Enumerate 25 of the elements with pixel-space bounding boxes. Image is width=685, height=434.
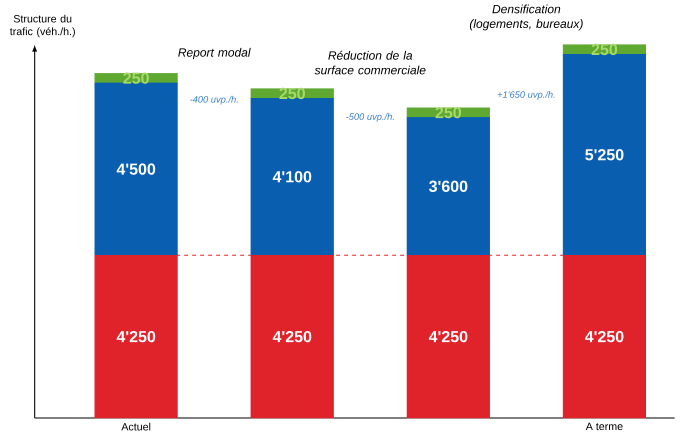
annotation: Report modal <box>178 48 251 60</box>
y-axis-title: Structure du trafic (véh./h.) <box>10 14 75 38</box>
annotation: -400 uvp./h. <box>190 96 238 105</box>
x-tick-label: A terme <box>586 422 623 430</box>
annotation: +1'650 uvp./h. <box>498 91 555 100</box>
data-label: 3'600 <box>429 180 468 192</box>
bar <box>562 54 646 256</box>
data-label: 4'250 <box>428 330 468 342</box>
data-label: 250 <box>123 72 149 84</box>
data-label: 250 <box>279 88 305 100</box>
bar <box>406 117 490 256</box>
x-tick-label: Actuel <box>121 422 150 431</box>
data-label: 5'250 <box>585 149 624 160</box>
annotation: Réduction de la surface commerciale <box>314 50 426 74</box>
data-label: 4'250 <box>584 330 624 342</box>
data-label: 4'250 <box>272 330 312 342</box>
data-label: 4'500 <box>116 163 156 175</box>
data-label: 4'100 <box>272 171 312 182</box>
annotation: -500 uvp./h. <box>346 113 394 122</box>
data-label: 4'250 <box>116 330 156 342</box>
data-label: 250 <box>436 106 462 118</box>
bar <box>250 98 334 256</box>
bar <box>94 82 178 256</box>
data-label: 250 <box>592 44 618 56</box>
text: Densification (logements, bureaux) <box>470 4 583 30</box>
